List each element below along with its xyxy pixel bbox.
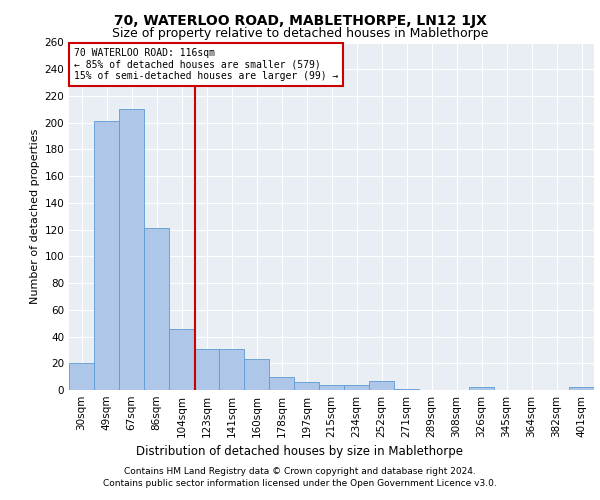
Text: Size of property relative to detached houses in Mablethorpe: Size of property relative to detached ho… [112,28,488,40]
Bar [169,328,194,390]
Bar [469,388,494,390]
Text: 70, WATERLOO ROAD, MABLETHORPE, LN12 1JX: 70, WATERLOO ROAD, MABLETHORPE, LN12 1JX [113,14,487,28]
Bar [319,384,344,390]
Bar [194,348,219,390]
Bar [369,380,394,390]
Bar [294,382,319,390]
Bar [269,376,294,390]
Bar [394,388,419,390]
Bar [244,360,269,390]
Bar [94,122,119,390]
Bar [219,348,244,390]
Bar [569,388,594,390]
Y-axis label: Number of detached properties: Number of detached properties [30,128,40,304]
Text: Contains public sector information licensed under the Open Government Licence v3: Contains public sector information licen… [103,478,497,488]
Bar [144,228,169,390]
Text: Contains HM Land Registry data © Crown copyright and database right 2024.: Contains HM Land Registry data © Crown c… [124,467,476,476]
Text: Distribution of detached houses by size in Mablethorpe: Distribution of detached houses by size … [137,444,464,458]
Bar [69,364,94,390]
Bar [119,110,144,390]
Text: 70 WATERLOO ROAD: 116sqm
← 85% of detached houses are smaller (579)
15% of semi-: 70 WATERLOO ROAD: 116sqm ← 85% of detach… [74,48,338,81]
Bar [344,384,369,390]
